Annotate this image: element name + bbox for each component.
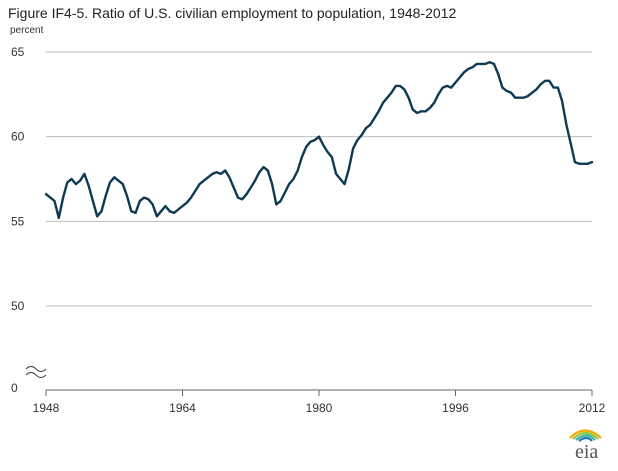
eia-logo: eia bbox=[569, 429, 602, 463]
eia-logo-text: eia bbox=[575, 441, 598, 463]
axis-break-icon bbox=[25, 365, 47, 379]
x-tick-label: 1964 bbox=[169, 401, 196, 415]
y-tick-label: 65 bbox=[11, 45, 25, 59]
x-tick-label: 2012 bbox=[579, 401, 606, 415]
series-line bbox=[44, 61, 594, 220]
x-tick-label: 1980 bbox=[306, 401, 333, 415]
chart-title: Figure IF4-5. Ratio of U.S. civilian emp… bbox=[8, 5, 457, 21]
gridlines bbox=[46, 51, 592, 307]
y-axis-ticks: 0 50 55 60 65 bbox=[11, 45, 25, 395]
x-axis-ticks: 1948 1964 1980 1996 2012 bbox=[33, 390, 606, 415]
y-tick-label: 0 bbox=[11, 381, 18, 395]
y-axis-unit-label: percent bbox=[10, 25, 44, 36]
y-tick-label: 55 bbox=[11, 214, 25, 228]
x-tick-label: 1996 bbox=[442, 401, 469, 415]
y-tick-label: 50 bbox=[11, 299, 25, 313]
x-tick-label: 1948 bbox=[33, 401, 60, 415]
y-tick-label: 60 bbox=[11, 130, 25, 144]
